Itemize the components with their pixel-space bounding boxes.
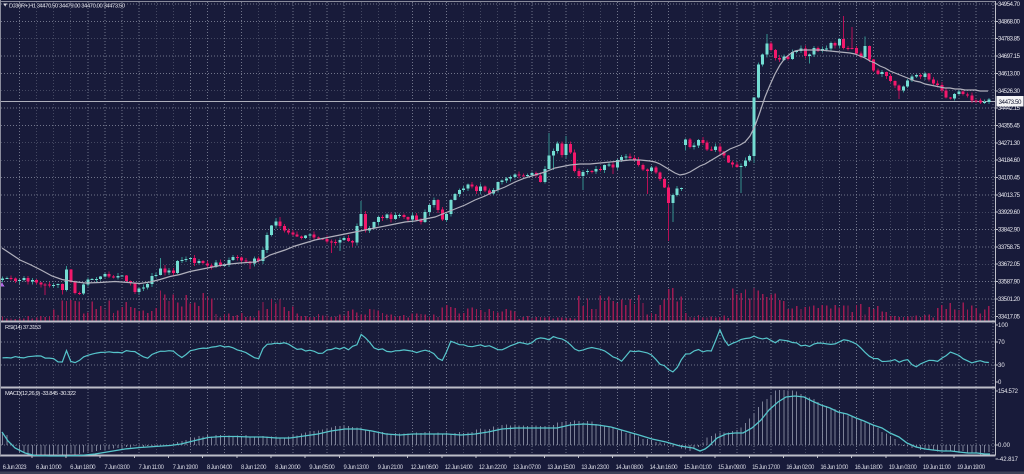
svg-text:16 Jun 10:00: 16 Jun 10:00 bbox=[820, 465, 849, 471]
svg-text:19 Jun 19:00: 19 Jun 19:00 bbox=[957, 465, 986, 471]
svg-text:19 Jun 11:00: 19 Jun 11:00 bbox=[923, 465, 952, 471]
svg-text:14 Jun 08:00: 14 Jun 08:00 bbox=[616, 465, 645, 471]
svg-text:34271.30: 34271.30 bbox=[998, 141, 1021, 147]
svg-text:34442.15: 34442.15 bbox=[998, 106, 1021, 112]
svg-text:6 Jun 2023: 6 Jun 2023 bbox=[3, 465, 28, 471]
svg-text:13 Jun 07:00: 13 Jun 07:00 bbox=[513, 465, 542, 471]
svg-text:33842.90: 33842.90 bbox=[998, 228, 1021, 234]
svg-text:14 Jun 16:00: 14 Jun 16:00 bbox=[650, 465, 679, 471]
svg-text:7 Jun 19:00: 7 Jun 19:00 bbox=[173, 465, 199, 471]
svg-text:12 Jun 06:00: 12 Jun 06:00 bbox=[411, 465, 440, 471]
svg-text:15 Jun 17:00: 15 Jun 17:00 bbox=[752, 465, 781, 471]
svg-text:15 Jun 01:00: 15 Jun 01:00 bbox=[684, 465, 713, 471]
svg-text:0.00: 0.00 bbox=[998, 443, 1011, 449]
svg-text:70: 70 bbox=[998, 340, 1005, 346]
svg-text:DJ30R+,H1 34470.50 34479.00 34: DJ30R+,H1 34470.50 34479.00 34470.00 344… bbox=[9, 4, 125, 10]
svg-text:8 Jun 12:00: 8 Jun 12:00 bbox=[241, 465, 267, 471]
svg-text:34355.45: 34355.45 bbox=[998, 124, 1021, 130]
svg-text:34783.85: 34783.85 bbox=[998, 37, 1021, 43]
svg-text:19 Jun 03:00: 19 Jun 03:00 bbox=[889, 465, 918, 471]
svg-text:33417.05: 33417.05 bbox=[998, 314, 1021, 320]
svg-text:8 Jun 04:00: 8 Jun 04:00 bbox=[207, 465, 233, 471]
svg-text:9 Jun 21:00: 9 Jun 21:00 bbox=[378, 465, 404, 471]
svg-text:6 Jun 18:00: 6 Jun 18:00 bbox=[70, 465, 96, 471]
svg-text:34473.50: 34473.50 bbox=[999, 99, 1023, 106]
svg-text:6 Jun 10:00: 6 Jun 10:00 bbox=[36, 465, 62, 471]
svg-text:100: 100 bbox=[998, 323, 1009, 329]
svg-text:34184.60: 34184.60 bbox=[998, 158, 1021, 164]
svg-text:RSI(14) 37.3153: RSI(14) 37.3153 bbox=[5, 325, 41, 331]
svg-text:0: 0 bbox=[998, 380, 1002, 386]
svg-text:7 Jun 03:00: 7 Jun 03:00 bbox=[104, 465, 130, 471]
svg-text:8 Jun 20:00: 8 Jun 20:00 bbox=[275, 465, 301, 471]
svg-text:12 Jun 22:00: 12 Jun 22:00 bbox=[479, 465, 508, 471]
svg-text:34613.00: 34613.00 bbox=[998, 71, 1021, 77]
svg-text:34954.70: 34954.70 bbox=[998, 2, 1021, 8]
svg-text:34868.00: 34868.00 bbox=[998, 19, 1021, 25]
svg-text:-42.817: -42.817 bbox=[998, 457, 1019, 463]
svg-text:16 Jun 02:00: 16 Jun 02:00 bbox=[786, 465, 815, 471]
svg-text:30: 30 bbox=[998, 363, 1005, 369]
svg-text:9 Jun 05:00: 9 Jun 05:00 bbox=[309, 465, 335, 471]
svg-text:33587.90: 33587.90 bbox=[998, 280, 1021, 286]
svg-text:9 Jun 13:00: 9 Jun 13:00 bbox=[343, 465, 369, 471]
svg-text:MACD(12,26,9) -33.845 -30.322: MACD(12,26,9) -33.845 -30.322 bbox=[5, 391, 76, 397]
svg-text:33758.75: 33758.75 bbox=[998, 245, 1021, 251]
svg-text:33501.20: 33501.20 bbox=[998, 297, 1021, 303]
svg-text:33672.05: 33672.05 bbox=[998, 262, 1021, 268]
svg-text:154.572: 154.572 bbox=[998, 389, 1019, 395]
svg-text:13 Jun 23:00: 13 Jun 23:00 bbox=[581, 465, 610, 471]
svg-text:33929.60: 33929.60 bbox=[998, 210, 1021, 216]
svg-text:13 Jun 15:00: 13 Jun 15:00 bbox=[547, 465, 576, 471]
svg-text:16 Jun 18:00: 16 Jun 18:00 bbox=[855, 465, 884, 471]
svg-text:34100.45: 34100.45 bbox=[998, 176, 1021, 182]
svg-text:34013.75: 34013.75 bbox=[998, 193, 1021, 199]
svg-text:7 Jun 11:00: 7 Jun 11:00 bbox=[138, 465, 164, 471]
svg-text:12 Jun 14:00: 12 Jun 14:00 bbox=[445, 465, 474, 471]
svg-text:15 Jun 09:00: 15 Jun 09:00 bbox=[718, 465, 747, 471]
svg-text:34697.15: 34697.15 bbox=[998, 54, 1021, 60]
svg-text:34526.30: 34526.30 bbox=[998, 89, 1021, 95]
